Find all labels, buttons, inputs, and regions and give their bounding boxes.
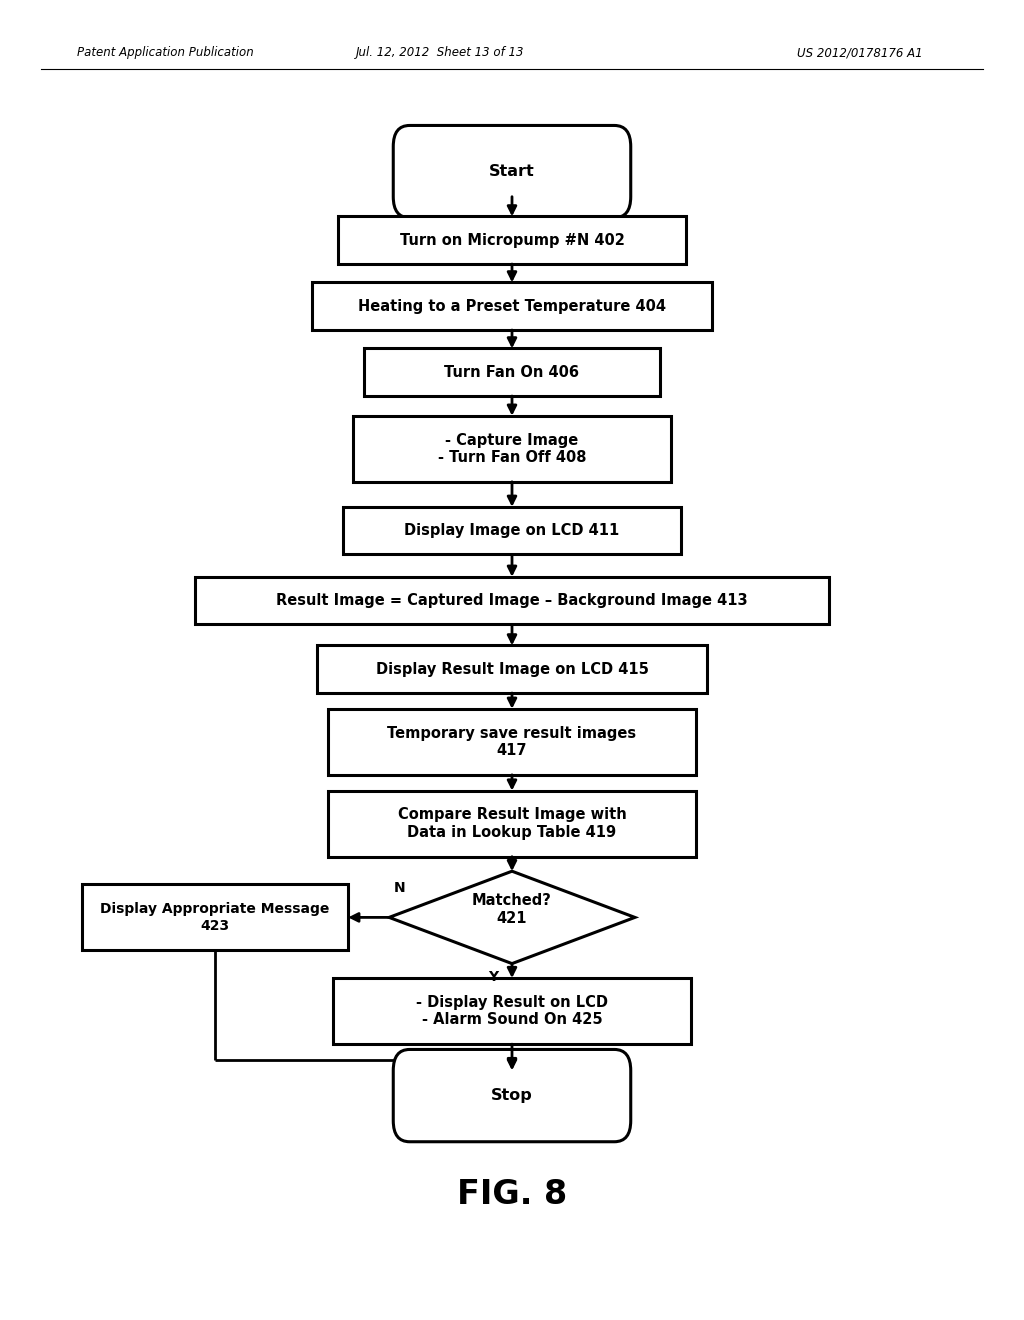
Text: FIG. 8: FIG. 8: [457, 1177, 567, 1212]
Text: Temporary save result images
417: Temporary save result images 417: [387, 726, 637, 758]
Text: Heating to a Preset Temperature 404: Heating to a Preset Temperature 404: [358, 298, 666, 314]
Polygon shape: [389, 871, 635, 964]
Text: Result Image = Captured Image – Background Image 413: Result Image = Captured Image – Backgrou…: [276, 593, 748, 609]
FancyBboxPatch shape: [328, 791, 696, 857]
FancyBboxPatch shape: [338, 216, 686, 264]
Text: - Display Result on LCD
- Alarm Sound On 425: - Display Result on LCD - Alarm Sound On…: [416, 995, 608, 1027]
Text: Stop: Stop: [492, 1088, 532, 1104]
Text: Patent Application Publication: Patent Application Publication: [77, 46, 254, 59]
FancyBboxPatch shape: [195, 577, 829, 624]
Text: Turn Fan On 406: Turn Fan On 406: [444, 364, 580, 380]
Text: N: N: [393, 882, 406, 895]
Text: - Capture Image
- Turn Fan Off 408: - Capture Image - Turn Fan Off 408: [437, 433, 587, 465]
FancyBboxPatch shape: [312, 282, 712, 330]
Text: Display Image on LCD 411: Display Image on LCD 411: [404, 523, 620, 539]
FancyBboxPatch shape: [343, 507, 681, 554]
FancyBboxPatch shape: [82, 884, 348, 950]
Text: Start: Start: [489, 164, 535, 180]
Text: US 2012/0178176 A1: US 2012/0178176 A1: [798, 46, 923, 59]
FancyBboxPatch shape: [317, 645, 707, 693]
Text: Matched?
421: Matched? 421: [472, 894, 552, 925]
FancyBboxPatch shape: [333, 978, 691, 1044]
FancyBboxPatch shape: [393, 125, 631, 218]
Text: Turn on Micropump #N 402: Turn on Micropump #N 402: [399, 232, 625, 248]
Text: Display Appropriate Message
423: Display Appropriate Message 423: [100, 903, 330, 932]
FancyBboxPatch shape: [393, 1049, 631, 1142]
Text: Y: Y: [488, 970, 499, 983]
FancyBboxPatch shape: [328, 709, 696, 775]
FancyBboxPatch shape: [364, 348, 660, 396]
Text: Compare Result Image with
Data in Lookup Table 419: Compare Result Image with Data in Lookup…: [397, 808, 627, 840]
Text: Display Result Image on LCD 415: Display Result Image on LCD 415: [376, 661, 648, 677]
Text: Jul. 12, 2012  Sheet 13 of 13: Jul. 12, 2012 Sheet 13 of 13: [356, 46, 524, 59]
FancyBboxPatch shape: [353, 416, 671, 482]
